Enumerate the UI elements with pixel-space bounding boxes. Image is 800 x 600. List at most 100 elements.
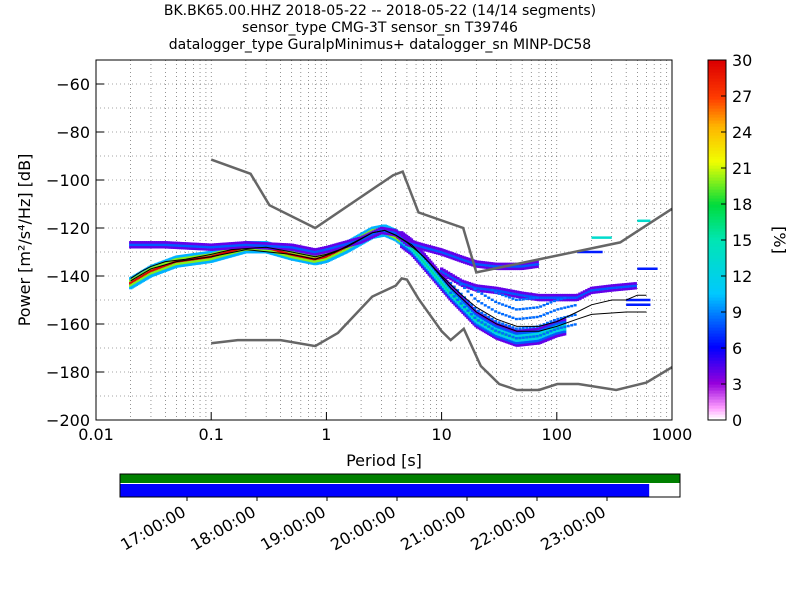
heatmap-cell [566, 296, 571, 299]
heatmap-cell [342, 240, 347, 244]
heatmap-cell [195, 247, 199, 251]
heatmap-cell [359, 238, 363, 242]
heatmap-cell [205, 245, 210, 249]
colorbar-cell [708, 96, 726, 100]
heatmap-cell [371, 235, 376, 238]
heatmap-cell [222, 247, 226, 251]
heatmap-cell [400, 234, 405, 238]
heatmap-cell [404, 238, 409, 241]
heatmap-cell [359, 241, 363, 244]
heatmap-cell [249, 241, 253, 244]
heatmap-cell [539, 293, 543, 297]
heatmap-cell [552, 309, 556, 312]
heatmap-cell [559, 297, 563, 301]
heatmap-cell [559, 316, 563, 320]
heatmap-cell [469, 287, 474, 291]
heatmap-cell [467, 257, 471, 261]
heatmap-cell [270, 244, 274, 248]
heatmap-cell [494, 329, 498, 332]
heatmap-cell [523, 267, 527, 270]
heatmap-cell [476, 284, 481, 288]
heatmap-cell [419, 242, 423, 246]
heatmap-cell [363, 236, 367, 240]
heatmap-cell [427, 244, 432, 248]
heatmap-cell [357, 241, 361, 245]
heatmap-cell [205, 248, 210, 251]
colorbar-cell [708, 276, 726, 280]
heatmap-cell [156, 245, 160, 249]
heatmap-cell [631, 282, 635, 285]
heatmap-cell [282, 245, 286, 249]
heatmap-cell [438, 252, 442, 256]
heatmap-cell [480, 321, 484, 324]
heatmap-cell [633, 286, 637, 290]
heatmap-cell [465, 281, 469, 284]
heatmap-cell [392, 231, 396, 234]
heatmap-cell [153, 241, 158, 244]
colorbar-cell [708, 240, 726, 244]
heatmap-cell [513, 290, 518, 293]
colorbar-label: [%] [770, 226, 789, 254]
heatmap-cell [448, 253, 452, 257]
heatmap-cell [182, 244, 187, 248]
heatmap-cell [518, 317, 522, 321]
heatmap-cell [361, 240, 365, 243]
heatmap-cell [521, 336, 525, 339]
heatmap-cell [456, 256, 461, 260]
heatmap-cell [509, 289, 513, 292]
heatmap-cell [511, 289, 515, 293]
x-tick-label: 100 [542, 425, 573, 444]
heatmap-cell [483, 290, 488, 293]
heatmap-cell [626, 287, 631, 291]
heatmap-cell [525, 266, 529, 270]
heatmap-cell [466, 290, 470, 293]
heatmap-cell [193, 245, 197, 248]
heatmap-cell [525, 316, 529, 320]
heatmap-cell [556, 317, 560, 321]
heatmap-cell [490, 290, 495, 294]
colorbar-cell [708, 105, 726, 109]
colorbar-cell [708, 261, 726, 265]
heatmap-cell [212, 248, 216, 251]
heatmap-cell [422, 253, 427, 256]
heatmap-cell [500, 267, 504, 271]
heatmap-cell [541, 298, 545, 302]
heatmap-cell [373, 234, 378, 237]
heatmap-cell [533, 263, 537, 266]
colorbar-cell [708, 222, 726, 226]
heatmap-cell [294, 246, 299, 250]
heatmap-cell [562, 323, 567, 326]
heatmap-cell [518, 267, 523, 271]
heatmap-cell [189, 247, 193, 250]
heatmap-cell [440, 267, 444, 271]
colorbar-cell [708, 66, 726, 70]
heatmap-cell [371, 230, 376, 234]
colorbar-cell [708, 132, 726, 136]
heatmap-cell [330, 244, 334, 248]
heatmap-cell [425, 246, 430, 250]
heatmap-cell [340, 243, 344, 247]
heatmap-cell [319, 246, 324, 250]
heatmap-cell [512, 265, 517, 268]
heatmap-cell [566, 293, 571, 297]
timeline-label: 19:00:00 [257, 502, 329, 554]
heatmap-cell [541, 293, 545, 297]
heatmap-cell [535, 265, 539, 268]
heatmap-cell [494, 262, 498, 266]
heatmap-cell [164, 241, 168, 244]
heatmap-cell [218, 245, 222, 248]
heatmap-cell [487, 325, 491, 328]
heatmap-cell [270, 242, 274, 246]
heatmap-cell [449, 272, 453, 276]
heatmap-cell [299, 247, 303, 251]
heatmap-cell [473, 259, 477, 263]
heatmap-cell [199, 247, 203, 251]
heatmap-cell [323, 250, 328, 254]
heatmap-cell [429, 247, 434, 251]
heatmap-cell [409, 242, 413, 245]
heatmap-cell [172, 246, 177, 249]
colorbar-cell [708, 234, 726, 238]
colorbar-cell [708, 336, 726, 340]
heatmap-cell [195, 242, 199, 246]
heatmap-cell [481, 289, 485, 293]
